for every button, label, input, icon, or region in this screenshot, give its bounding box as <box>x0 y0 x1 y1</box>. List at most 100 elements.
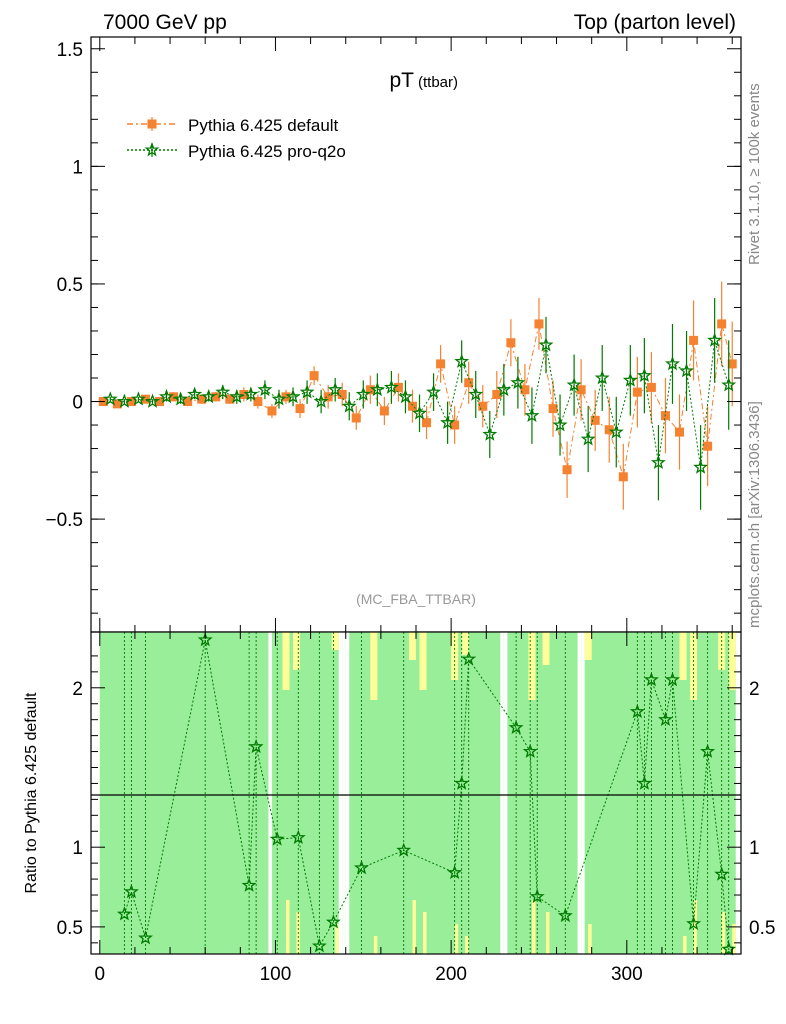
main-point-default <box>632 387 642 397</box>
ratio-band-yellow <box>461 632 469 655</box>
main-point-default <box>267 406 277 416</box>
main-point-default <box>618 472 628 482</box>
main-point-default <box>534 319 544 329</box>
rivet-version-label: Rivet 3.1.10, ≥ 100k events <box>746 83 763 265</box>
main-point-default <box>464 378 474 388</box>
ratio-point-proq2o <box>686 915 702 931</box>
main-point-default <box>337 389 347 399</box>
main-point-default <box>225 394 235 404</box>
main-point-default <box>492 389 502 399</box>
main-point-default <box>393 382 403 392</box>
main-point-proq2o <box>580 431 596 446</box>
ratio-point-proq2o <box>529 888 545 904</box>
ratio-point-proq2o <box>643 671 659 687</box>
ratio-y-axis-label: Ratio to Pythia 6.425 default <box>23 692 40 894</box>
main-point-proq2o <box>693 459 709 474</box>
ratio-band-yellow <box>679 632 687 680</box>
main-point-default <box>211 392 221 402</box>
ratio-point-proq2o <box>290 829 306 844</box>
main-point-proq2o <box>440 414 456 429</box>
ratio-point-proq2o <box>658 711 673 726</box>
main-y-tick-label: 1.5 <box>57 40 83 61</box>
ratio-point-proq2o <box>325 914 341 929</box>
ratio-point-proq2o <box>241 877 257 892</box>
legend-entry-default: Pythia 6.425 default <box>127 116 339 135</box>
main-point-default <box>689 335 699 345</box>
main-point-proq2o <box>426 384 442 399</box>
ratio-band-gap <box>345 632 350 954</box>
main-plot-title-sub: (ttbar) <box>418 74 458 91</box>
main-point-default <box>155 397 165 407</box>
ratio-point-proq2o <box>629 703 645 719</box>
ratio-point-proq2o <box>454 775 470 790</box>
main-point-default <box>548 404 558 414</box>
ratio-x-tick-label: 200 <box>435 964 467 985</box>
main-point-proq2o <box>622 372 638 387</box>
main-point-proq2o <box>285 388 301 404</box>
ratio-band-green <box>99 632 736 954</box>
main-y-tick-label: 0 <box>72 393 83 414</box>
ratio-band-yellow <box>370 632 378 700</box>
ratio-band-yellow-low <box>732 924 736 954</box>
main-point-proq2o <box>468 386 484 401</box>
main-point-default <box>422 418 432 428</box>
main-plot-title: pT <box>389 69 414 92</box>
ratio-point-proq2o <box>700 743 716 758</box>
ratio-y-tick-label: 0.5 <box>57 918 83 939</box>
main-point-default <box>562 465 572 475</box>
main-point-default <box>506 338 516 348</box>
legend-entry-proq2o: Pythia 6.425 pro-q2o <box>127 142 346 161</box>
main-point-proq2o <box>173 391 189 406</box>
main-point-proq2o <box>665 356 680 371</box>
main-point-proq2o <box>355 386 371 401</box>
ratio-y-tick-label-right: 1 <box>749 838 760 859</box>
main-point-proq2o <box>229 388 245 404</box>
ratio-band-yellow-low <box>454 924 459 954</box>
main-point-default <box>436 359 446 369</box>
legend-marker-star <box>144 142 160 157</box>
ratio-band-yellow-low <box>412 900 416 954</box>
main-point-default <box>197 394 207 404</box>
main-point-proq2o <box>327 381 343 397</box>
ratio-y-tick-label-right: 2 <box>749 679 760 700</box>
ratio-point-proq2o <box>116 906 132 921</box>
ratio-band-gap <box>268 632 272 954</box>
main-point-proq2o <box>215 384 231 399</box>
ratio-band-gap <box>581 632 585 954</box>
ratio-band-yellow <box>542 632 550 665</box>
ratio-point-proq2o <box>714 866 730 881</box>
ratio-point-proq2o <box>508 719 524 734</box>
main-point-proq2o <box>313 393 329 408</box>
main-point-proq2o <box>552 417 568 432</box>
ratio-band-yellow <box>331 632 339 650</box>
main-point-proq2o <box>369 381 385 397</box>
ratio-y-tick-label: 2 <box>72 679 83 700</box>
legend-label-default: Pythia 6.425 default <box>188 116 339 135</box>
main-point-default <box>323 392 333 402</box>
ratio-band-yellow <box>528 632 536 700</box>
ratio-point-proq2o <box>396 842 412 857</box>
ratio-band-gap <box>342 632 346 954</box>
main-point-proq2o <box>383 379 399 394</box>
main-point-proq2o <box>679 363 694 378</box>
main-point-proq2o <box>201 388 217 404</box>
main-point-proq2o <box>538 337 554 352</box>
header-process-label: Top (parton level) <box>574 11 736 34</box>
main-point-default <box>126 397 136 407</box>
ratio-point-proq2o <box>721 941 737 956</box>
main-point-proq2o <box>721 377 737 392</box>
ratio-y-tick-label-right: 0.5 <box>749 918 775 939</box>
legend: Pythia 6.425 default Pythia 6.425 pro-q2… <box>127 116 346 161</box>
main-point-default <box>646 382 656 392</box>
main-point-proq2o <box>496 381 512 397</box>
main-point-default <box>295 404 305 414</box>
main-point-proq2o <box>116 393 132 408</box>
main-point-default <box>576 385 586 395</box>
main-point-default <box>727 359 737 369</box>
main-point-proq2o <box>187 386 203 401</box>
ratio-plot: 0.5 0.5 1 1 2 2 0 100 200 300 Ratio to Pythia 6.4… <box>23 631 775 985</box>
ratio-point-proq2o <box>269 831 285 846</box>
main-point-proq2o <box>341 398 357 413</box>
main-point-proq2o <box>257 381 273 397</box>
